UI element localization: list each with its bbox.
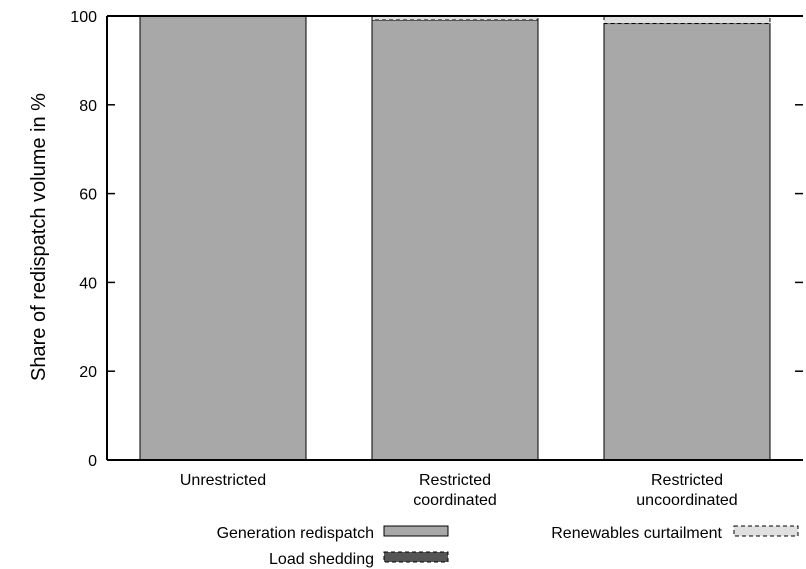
- y-tick-label: 0: [88, 453, 97, 470]
- x-tick-label: Restricted: [651, 472, 723, 489]
- y-tick-label: 100: [70, 9, 97, 26]
- legend-swatch: [733, 525, 799, 537]
- x-tick-label: Unrestricted: [180, 472, 266, 489]
- y-tick-label: 80: [79, 98, 97, 115]
- y-tick-label: 40: [79, 275, 97, 292]
- y-axis-title: Share of redispatch volume in %: [28, 93, 50, 381]
- x-tick-label: coordinated: [413, 492, 497, 509]
- y-tick-label: 20: [79, 364, 97, 381]
- legend-label: Renewables curtailment: [551, 525, 722, 542]
- bar-segment: [371, 19, 539, 461]
- x-tick-label: Restricted: [419, 472, 491, 489]
- x-tick-label: uncoordinated: [636, 492, 737, 509]
- bar-segment: [139, 15, 307, 461]
- legend-swatch: [383, 525, 449, 537]
- bar-segment: [603, 23, 771, 461]
- bar-segment: [603, 15, 771, 25]
- y-tick-label: 60: [79, 187, 97, 204]
- plot-area: 0 20 40 60 80 100 Unrestricted Restricted coordi…: [70, 9, 803, 509]
- bar-segment: [371, 15, 539, 21]
- legend: Generation redispatch Load shedding Renewa…: [217, 525, 799, 568]
- legend-label: Generation redispatch: [217, 525, 374, 542]
- legend-label: Load shedding: [269, 551, 374, 568]
- legend-swatch: [383, 551, 449, 563]
